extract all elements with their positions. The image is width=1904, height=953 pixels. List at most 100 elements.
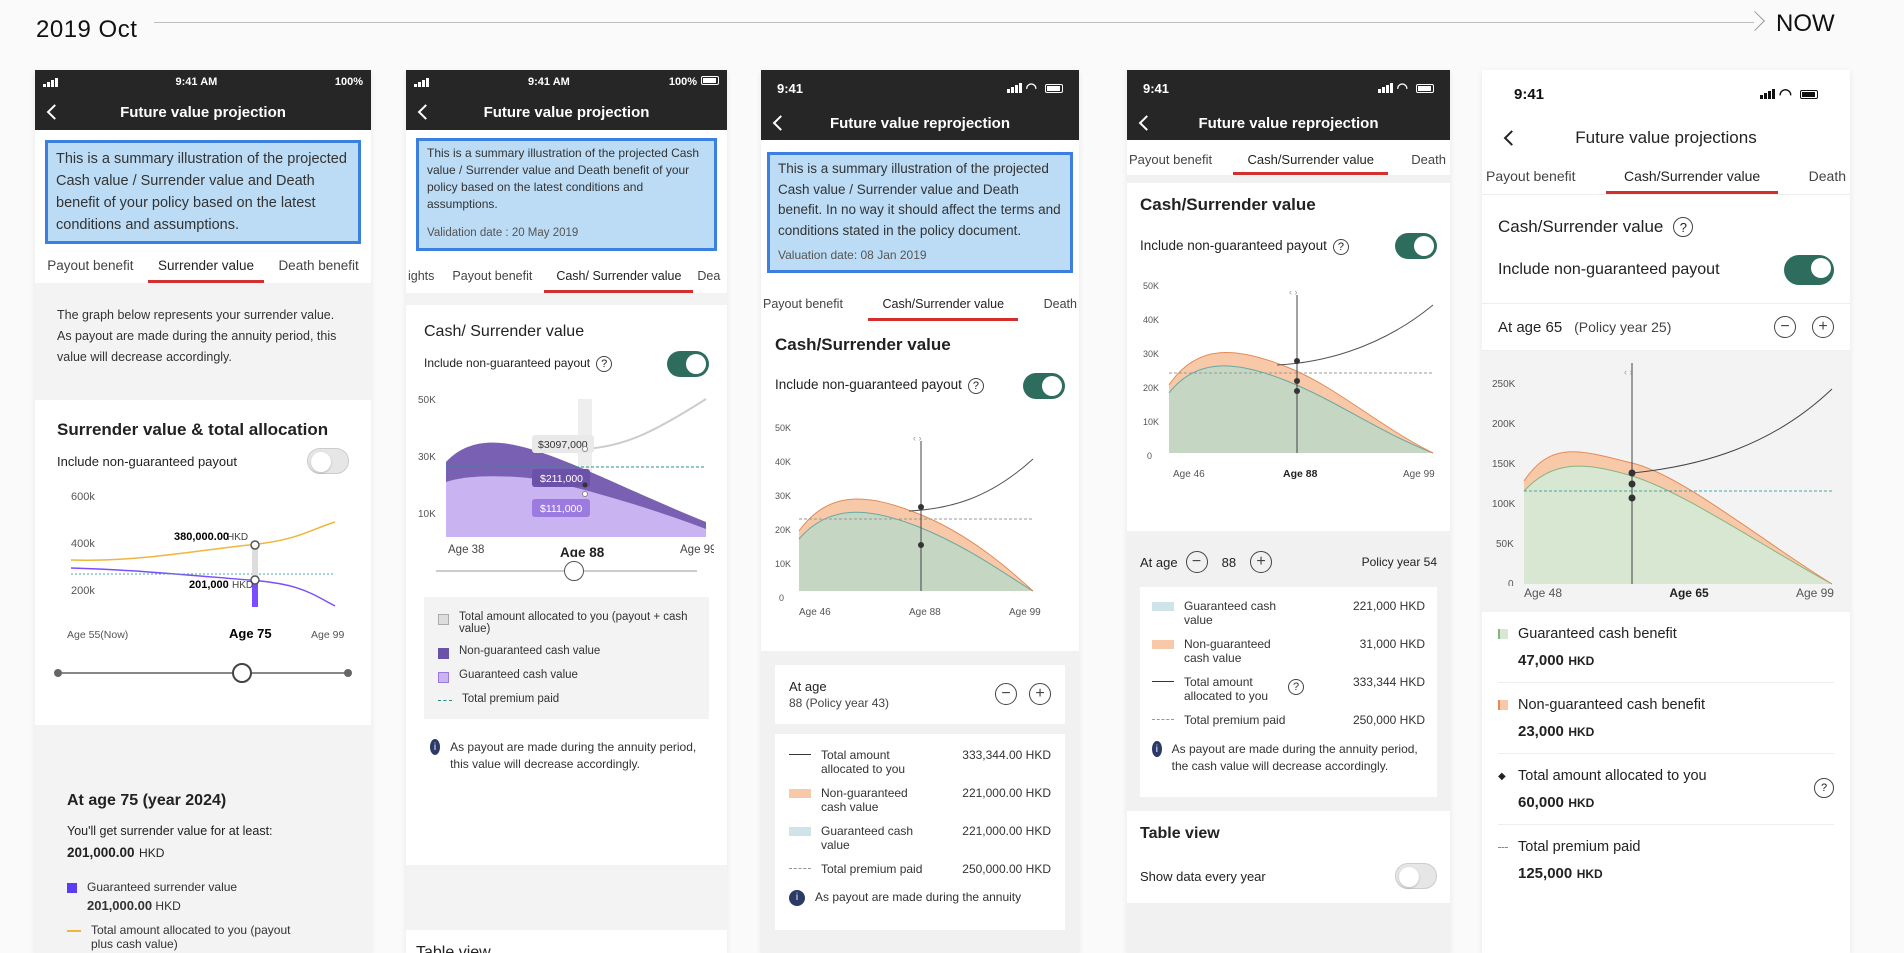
age-slider[interactable] — [54, 659, 352, 689]
wifi-icon: ◠ — [1025, 80, 1037, 95]
svg-text:50K: 50K — [775, 423, 791, 433]
toggle-label: Include non-guaranteed payout — [57, 453, 237, 469]
page-title: Future value reprojection — [1198, 114, 1379, 132]
svg-text:40K: 40K — [775, 457, 791, 467]
legend-label: Total amount allocated to you (payout pl… — [91, 923, 291, 951]
svg-text:Age 38: Age 38 — [448, 544, 484, 556]
show-every-year-toggle[interactable] — [1395, 863, 1437, 889]
svg-text:$111,000: $111,000 — [540, 503, 582, 515]
age-slider[interactable] — [436, 559, 697, 583]
status-time: 9:41 — [1514, 85, 1545, 103]
legend-swatch-total — [67, 930, 81, 932]
screen-v3: 9:41 ◠ Future value reprojection This is… — [761, 70, 1079, 953]
tab-payout[interactable]: Payout benefit — [452, 269, 533, 283]
svg-text:$211,000: $211,000 — [540, 473, 583, 485]
section-title: Cash/Surrender value — [775, 334, 951, 354]
minus-icon[interactable]: − — [995, 683, 1017, 705]
ytick: 600k — [71, 491, 95, 503]
help-icon[interactable]: ? — [1332, 238, 1349, 255]
back-icon[interactable] — [1138, 115, 1155, 131]
back-icon[interactable] — [417, 104, 434, 120]
at-age-sub: 88 (Policy year 43) — [789, 695, 890, 710]
help-icon[interactable]: ? — [1288, 679, 1304, 695]
tab-payout[interactable]: Payout benefit — [1129, 152, 1213, 167]
tab-cash-surrender[interactable]: Cash/ Surrender value — [544, 259, 694, 293]
tab-payout[interactable]: Payout benefit — [1486, 168, 1576, 184]
help-icon[interactable]: ? — [1814, 778, 1834, 798]
plus-icon[interactable]: + — [1029, 683, 1051, 705]
screen-v2: 9:41 AM 100% Future value projection Thi… — [406, 70, 727, 953]
tab-cash-surrender[interactable]: Cash/Surrender value — [1233, 144, 1389, 175]
tab-death[interactable]: Death — [1808, 168, 1846, 184]
status-bar: 9:41 AM 100% — [406, 70, 727, 94]
policy-year: Policy year 54 — [1361, 555, 1437, 569]
age-stepper: At age 65 (Policy year 25) − + — [1482, 303, 1850, 351]
svg-text:Age 88: Age 88 — [1283, 468, 1318, 480]
minus-icon[interactable]: − — [1185, 551, 1208, 573]
timeline-end-label: NOW — [1776, 10, 1835, 37]
table-view-title: Table view — [406, 930, 727, 953]
nav-bar: Future value projections — [1482, 118, 1850, 158]
non-guaranteed-toggle[interactable] — [1395, 233, 1437, 259]
tab-cash-surrender[interactable]: Cash/Surrender value — [868, 287, 1018, 321]
tab-payout[interactable]: Payout benefit — [763, 296, 843, 311]
tab-death[interactable]: Death — [1411, 152, 1446, 167]
at-age-label: At age — [1140, 554, 1178, 570]
status-bar: 9:41 ◠ — [1482, 70, 1850, 118]
nav-bar: Future value reprojection — [761, 106, 1079, 140]
slider-thumb[interactable] — [232, 663, 252, 683]
section-title: Cash/ Surrender value — [424, 323, 585, 340]
tab-bar: ights Payout benefit Cash/ Surrender val… — [406, 253, 727, 293]
svg-text:Age 99: Age 99 — [1009, 607, 1041, 618]
at-age-value: 201,000.00 — [67, 845, 135, 860]
back-icon[interactable] — [1503, 130, 1520, 146]
non-guaranteed-toggle[interactable] — [307, 448, 349, 474]
svg-text:0: 0 — [1147, 451, 1152, 461]
nav-bar: Future value reprojection — [1127, 106, 1450, 140]
svg-text:10K: 10K — [1143, 417, 1159, 427]
tab-cash-surrender[interactable]: Cash/Surrender value — [1605, 158, 1779, 194]
tab-death[interactable]: Death — [1043, 296, 1077, 311]
non-guaranteed-toggle[interactable] — [1023, 372, 1065, 399]
page-title: Future value reprojection — [829, 114, 1011, 132]
nav-bar: Future value projection — [35, 94, 371, 130]
status-battery: 100% — [668, 76, 697, 88]
legend-box: Total amount allocated to you 333,344.00 … — [775, 733, 1065, 930]
help-icon[interactable]: ? — [1673, 217, 1694, 237]
slider-thumb[interactable] — [564, 561, 584, 581]
non-guaranteed-toggle[interactable] — [1784, 255, 1834, 285]
page-title: Future value projections — [1575, 128, 1757, 147]
plus-icon[interactable]: + — [1250, 551, 1273, 573]
section-title-row: Cash/Surrender value? — [1498, 217, 1834, 237]
plus-icon[interactable]: + — [1812, 316, 1834, 338]
info-box: This is a summary illustration of the pr… — [767, 152, 1073, 273]
non-guaranteed-toggle[interactable] — [667, 351, 709, 377]
tab-payout[interactable]: Payout benefit — [47, 258, 134, 273]
tab-death[interactable]: Death benefit — [278, 258, 359, 273]
help-icon[interactable]: ? — [596, 356, 613, 372]
status-time: 9:41 AM — [175, 76, 218, 88]
age-stepper: At age −88 + Policy year 54 — [1127, 531, 1450, 587]
screen-v1: 9:41 AM 100% Future value projection Thi… — [35, 70, 371, 953]
svg-text:20K: 20K — [775, 525, 791, 535]
back-icon[interactable] — [772, 115, 789, 131]
tab-bar: Payout benefit Surrender value Death ben… — [35, 244, 371, 283]
minus-icon[interactable]: − — [1774, 316, 1796, 338]
chart-title: Surrender value & total allocation — [57, 420, 329, 439]
total-allocation-line — [70, 521, 336, 561]
svg-text:$3097,000: $3097,000 — [538, 439, 588, 451]
toggle-label: Include non-guaranteed payout — [1140, 237, 1327, 253]
validation-date: Validation date : 20 May 2019 — [427, 227, 579, 239]
tab-death[interactable]: Dea — [697, 269, 721, 283]
tab-highlights[interactable]: ights — [408, 269, 435, 283]
svg-text:100K: 100K — [1492, 499, 1516, 510]
info-text: This is a summary illustration of the pr… — [427, 146, 700, 211]
page-title: Future value projection — [120, 103, 286, 121]
status-time: 9:41 AM — [528, 76, 570, 88]
svg-text:‹ ›: ‹ › — [1289, 287, 1298, 297]
back-icon[interactable] — [46, 104, 63, 120]
tab-surrender[interactable]: Surrender value — [147, 248, 265, 283]
help-icon[interactable]: ? — [967, 378, 984, 394]
info-icon: i — [789, 889, 805, 906]
cash-chart: 250K 200K 150K 100K 50K 0 ‹ › — [1482, 351, 1850, 586]
